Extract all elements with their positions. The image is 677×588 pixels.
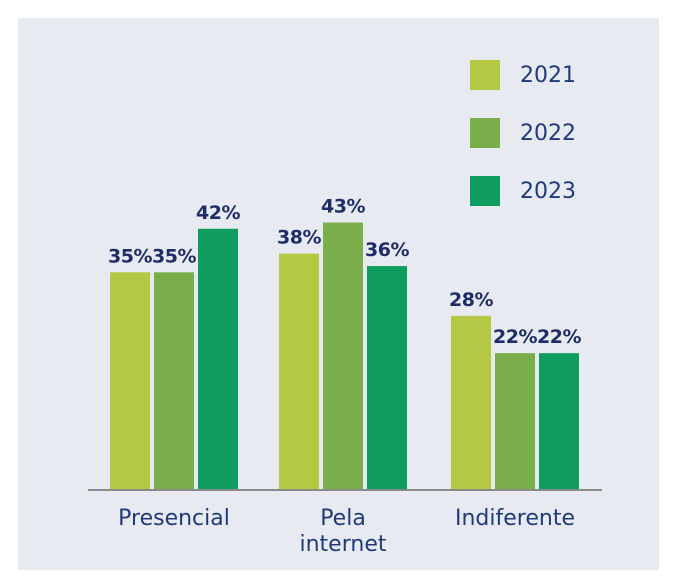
legend-label: 2021	[520, 63, 576, 88]
legend-swatch	[470, 60, 500, 90]
bar	[367, 266, 407, 490]
x-tick-label: Presencial	[118, 506, 230, 531]
data-label: 22%	[537, 326, 581, 348]
data-label: 22%	[493, 326, 537, 348]
data-label: 35%	[152, 245, 196, 267]
bar	[323, 222, 363, 491]
x-tick-label: Indiferente	[455, 506, 575, 531]
bar	[279, 253, 319, 490]
data-label: 38%	[277, 227, 321, 249]
x-tick-label: Pela internet	[299, 506, 387, 557]
legend-label: 2023	[520, 179, 576, 204]
data-label: 35%	[108, 245, 152, 267]
bar	[198, 228, 238, 490]
data-label: 43%	[321, 196, 365, 218]
data-label: 36%	[365, 239, 409, 261]
bar	[110, 272, 150, 490]
bar	[154, 272, 194, 490]
legend-swatch	[470, 118, 500, 148]
bar	[451, 315, 491, 490]
legend-label: 2022	[520, 121, 576, 146]
data-label: 42%	[196, 202, 240, 224]
legend-swatch	[470, 176, 500, 206]
data-label: 28%	[449, 289, 493, 311]
bar	[539, 353, 579, 490]
bar	[495, 353, 535, 490]
